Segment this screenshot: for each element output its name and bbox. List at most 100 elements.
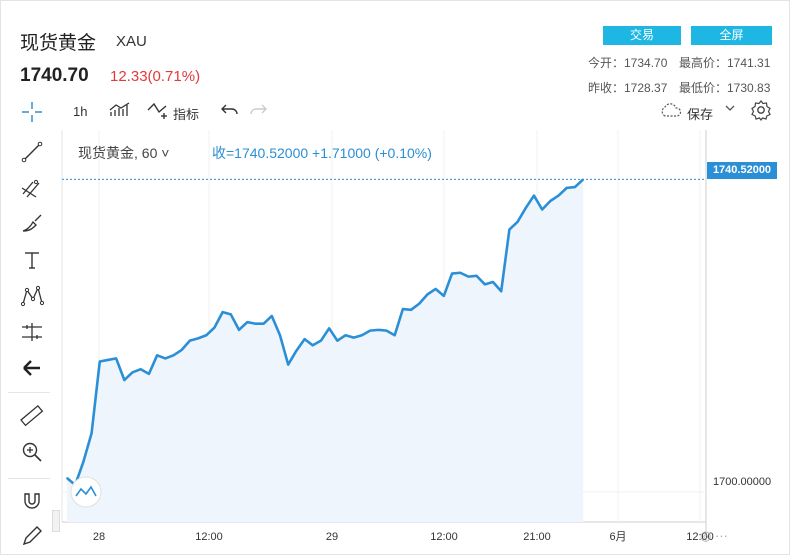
series-point bbox=[418, 302, 421, 305]
series-point bbox=[492, 281, 494, 283]
series-point bbox=[156, 354, 158, 357]
series-point bbox=[541, 208, 543, 211]
series-point bbox=[213, 326, 216, 329]
series-point bbox=[451, 272, 453, 275]
brush-icon[interactable] bbox=[18, 210, 46, 238]
series-point bbox=[180, 349, 183, 351]
series-point bbox=[508, 228, 511, 231]
zoom-icon[interactable] bbox=[18, 438, 46, 466]
series-point bbox=[336, 339, 339, 342]
series-point bbox=[139, 368, 142, 371]
series-point bbox=[328, 327, 330, 330]
series-point bbox=[500, 290, 502, 293]
series-point bbox=[352, 336, 355, 339]
series-point bbox=[557, 194, 560, 197]
x-tick-label: 28 bbox=[93, 531, 105, 543]
series-point bbox=[205, 334, 208, 337]
redo-icon[interactable] bbox=[248, 101, 268, 122]
series-point bbox=[377, 329, 380, 331]
series-point bbox=[484, 283, 486, 286]
series-point bbox=[311, 344, 314, 347]
legend-values: 收=1740.52000 +1.71000 (+0.10%) bbox=[212, 145, 432, 161]
series-point bbox=[533, 194, 535, 197]
series-point bbox=[123, 379, 126, 381]
series-point bbox=[524, 207, 527, 209]
series-point bbox=[434, 288, 437, 290]
indicators-icon[interactable] bbox=[146, 100, 170, 123]
series-point bbox=[303, 338, 306, 340]
series-point bbox=[115, 357, 117, 360]
series-point bbox=[189, 339, 191, 342]
fib-icon[interactable] bbox=[18, 174, 46, 202]
series-point bbox=[320, 339, 322, 342]
gear-icon[interactable] bbox=[749, 98, 773, 125]
series-point bbox=[459, 271, 462, 274]
series-point bbox=[164, 357, 167, 360]
indicators-button[interactable]: 指标 bbox=[173, 107, 200, 122]
back-arrow-icon[interactable] bbox=[18, 354, 46, 382]
series-point bbox=[197, 337, 199, 340]
series-point bbox=[98, 360, 101, 363]
series-point bbox=[262, 322, 265, 325]
save-button[interactable]: 保存 bbox=[687, 107, 714, 122]
series-point bbox=[402, 308, 404, 310]
series-point bbox=[66, 477, 68, 479]
series-point bbox=[344, 334, 347, 337]
chart-style-icon[interactable] bbox=[108, 100, 132, 123]
series-point bbox=[82, 461, 85, 463]
last-price-tag: 1740.52000 bbox=[707, 162, 777, 179]
series-point bbox=[107, 359, 109, 361]
low-stat: 最低价：1730.83 bbox=[679, 81, 771, 95]
undo-icon[interactable] bbox=[220, 101, 240, 122]
series-point bbox=[287, 363, 289, 366]
x-tick-label: 12:00 bbox=[686, 531, 714, 543]
tool-divider bbox=[8, 392, 50, 393]
x-tick-label: 29 bbox=[326, 531, 338, 543]
series-point bbox=[131, 371, 134, 374]
chevron-down-icon[interactable] bbox=[724, 102, 736, 117]
x-tick-label: 21:00 bbox=[523, 531, 551, 543]
prev-close-stat: 昨收：1728.37 bbox=[588, 81, 668, 95]
lock-pencil-icon[interactable] bbox=[18, 522, 46, 550]
series-point bbox=[172, 354, 175, 357]
chevron-down-icon[interactable]: ˅ bbox=[157, 145, 170, 161]
price-change: 12.33(0.71%) bbox=[110, 68, 201, 85]
x-tick-label: 6月 bbox=[609, 531, 626, 543]
series-point bbox=[410, 308, 412, 311]
series-point bbox=[238, 329, 240, 331]
series-point bbox=[443, 295, 445, 297]
measure-icon[interactable] bbox=[18, 318, 46, 346]
toolbar-scroll-handle[interactable] bbox=[52, 510, 60, 532]
series-point bbox=[221, 311, 224, 313]
series-point bbox=[385, 329, 388, 332]
cloud-icon[interactable] bbox=[658, 100, 684, 123]
text-icon[interactable] bbox=[18, 246, 46, 274]
series-point bbox=[369, 329, 371, 332]
open-stat: 今开：1734.70 bbox=[588, 56, 668, 70]
interval-selector[interactable]: 1h bbox=[73, 104, 88, 119]
series-point bbox=[475, 275, 478, 277]
current-price: 1740.70 bbox=[20, 65, 89, 86]
series-point bbox=[90, 432, 93, 435]
magnet-icon[interactable] bbox=[18, 486, 46, 514]
pattern-icon[interactable] bbox=[18, 282, 46, 310]
instrument-code: XAU bbox=[116, 33, 147, 50]
series-point bbox=[467, 275, 470, 278]
crosshair-icon[interactable] bbox=[18, 98, 46, 129]
series-point bbox=[230, 313, 232, 316]
mountain-icon bbox=[75, 485, 97, 497]
series-point bbox=[565, 187, 568, 189]
trend-line-icon[interactable] bbox=[18, 138, 46, 166]
series-point bbox=[246, 321, 249, 323]
ruler-icon[interactable] bbox=[18, 402, 46, 430]
series-point bbox=[549, 200, 552, 202]
trade-button[interactable]: 交易 bbox=[603, 26, 681, 45]
series-point bbox=[516, 221, 519, 223]
x-tick-label: 12:00 bbox=[195, 531, 223, 543]
fullscreen-button[interactable]: 全屏 bbox=[691, 26, 772, 45]
series-point bbox=[393, 334, 396, 337]
series-line bbox=[66, 178, 585, 487]
legend-series[interactable]: 现货黄金, 60 ˅ bbox=[78, 143, 169, 163]
tool-divider bbox=[8, 478, 50, 479]
